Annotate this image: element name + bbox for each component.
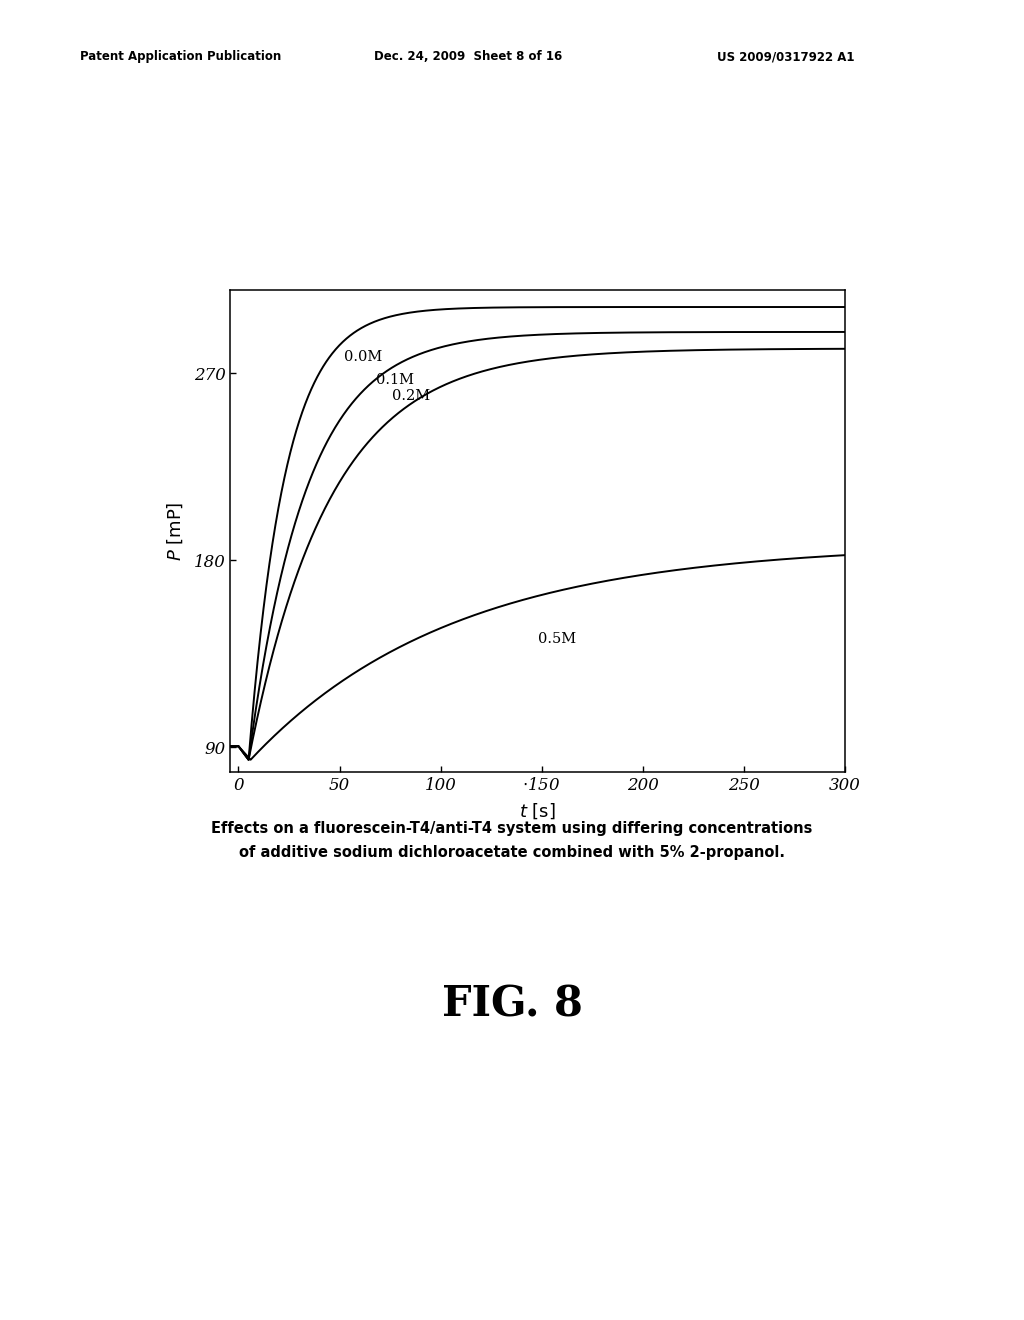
Y-axis label: $\it{P}$ [mP]: $\it{P}$ [mP] — [166, 502, 185, 561]
Text: of additive sodium dichloroacetate combined with 5% 2-propanol.: of additive sodium dichloroacetate combi… — [239, 845, 785, 859]
Text: 0.1M: 0.1M — [376, 372, 414, 387]
Text: US 2009/0317922 A1: US 2009/0317922 A1 — [717, 50, 854, 63]
Text: Effects on a fluorescein-T4/anti-T4 system using differing concentrations: Effects on a fluorescein-T4/anti-T4 syst… — [211, 821, 813, 836]
X-axis label: $\it{t}$ [s]: $\it{t}$ [s] — [519, 801, 556, 821]
Text: Patent Application Publication: Patent Application Publication — [80, 50, 282, 63]
Text: 0.2M: 0.2M — [392, 389, 430, 404]
Text: 0.0M: 0.0M — [344, 350, 382, 364]
Text: 0.5M: 0.5M — [538, 632, 575, 647]
Text: FIG. 8: FIG. 8 — [441, 983, 583, 1026]
Text: Dec. 24, 2009  Sheet 8 of 16: Dec. 24, 2009 Sheet 8 of 16 — [374, 50, 562, 63]
